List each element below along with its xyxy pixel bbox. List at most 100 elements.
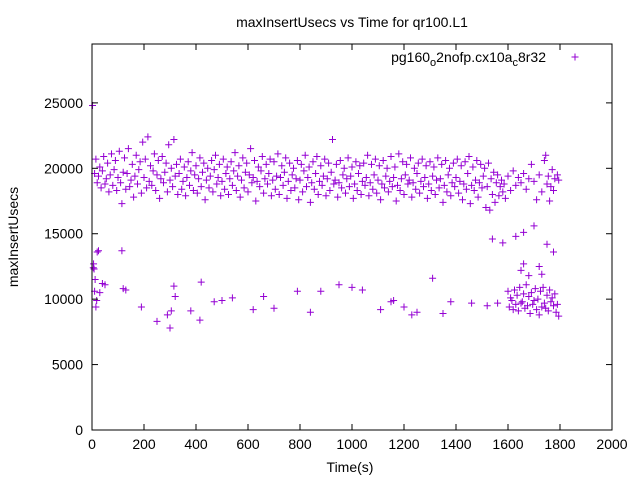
data-point [314, 190, 322, 198]
data-point [97, 184, 105, 192]
data-point [127, 176, 135, 184]
data-point [261, 175, 269, 183]
data-point [299, 188, 307, 196]
data-point [546, 197, 554, 205]
data-point [300, 167, 308, 175]
data-point [395, 150, 403, 158]
data-point [517, 299, 525, 307]
data-point [550, 302, 557, 310]
data-point [488, 235, 496, 243]
data-point [186, 181, 193, 189]
data-point [481, 164, 489, 172]
data-point [504, 172, 512, 180]
data-point [262, 160, 270, 168]
data-point [533, 196, 541, 204]
data-point [295, 196, 303, 204]
data-point [340, 164, 348, 172]
data-point [452, 173, 460, 181]
data-point [353, 187, 361, 195]
data-point [461, 158, 469, 166]
x-tick-label: 1400 [440, 436, 471, 452]
data-point [252, 197, 260, 205]
data-point [128, 160, 136, 168]
data-point [249, 173, 257, 181]
data-point [193, 189, 201, 197]
data-point [488, 190, 496, 198]
data-point [130, 193, 138, 201]
legend-label-part3: 8r32 [518, 49, 546, 65]
data-point [188, 149, 196, 157]
data-point [491, 198, 499, 206]
data-point [98, 167, 106, 175]
data-point [93, 248, 101, 256]
data-point [115, 147, 123, 155]
data-point [323, 175, 331, 183]
data-point [101, 281, 109, 289]
data-point [123, 170, 131, 178]
data-point [342, 189, 349, 197]
data-point [553, 171, 561, 179]
y-axis-title: maxInsertUsecs [5, 187, 21, 287]
data-point [544, 172, 552, 180]
data-point [487, 175, 495, 183]
data-point [119, 168, 127, 176]
data-point [348, 163, 356, 171]
data-point [455, 189, 463, 197]
data-point [245, 171, 253, 179]
data-point [313, 153, 321, 161]
data-point [114, 173, 122, 181]
data-point [139, 138, 147, 146]
data-point [153, 171, 161, 179]
data-point [518, 298, 526, 306]
data-point [108, 150, 115, 158]
data-point [542, 151, 550, 159]
data-point [140, 173, 148, 181]
data-point [407, 154, 414, 162]
data-point [121, 154, 128, 162]
data-point [440, 181, 448, 189]
data-point [156, 194, 164, 202]
data-point [118, 247, 126, 255]
y-tick-label: 0 [75, 422, 83, 438]
data-point [482, 204, 490, 212]
data-point [530, 296, 538, 304]
data-point [291, 184, 299, 192]
data-point [409, 179, 417, 187]
data-point [321, 155, 329, 163]
data-point [514, 307, 522, 315]
data-point [483, 302, 491, 310]
data-point [137, 189, 145, 197]
data-point [241, 168, 249, 176]
data-point [306, 198, 314, 206]
data-point [418, 155, 426, 163]
data-point [210, 166, 218, 174]
data-point [192, 162, 200, 170]
data-point [271, 185, 279, 193]
data-point [126, 183, 134, 191]
data-point [96, 163, 104, 171]
data-point [348, 283, 356, 291]
data-point [412, 185, 420, 193]
data-point [226, 175, 234, 183]
data-point [483, 183, 491, 191]
data-point [550, 248, 557, 256]
data-point [434, 154, 442, 162]
data-point [231, 149, 239, 157]
data-point [456, 177, 464, 185]
data-point [550, 187, 557, 195]
x-tick-label: 400 [184, 436, 208, 452]
data-point [548, 166, 556, 174]
data-point [283, 194, 291, 202]
data-point [273, 172, 281, 180]
data-point [275, 190, 283, 198]
data-point [165, 141, 173, 149]
data-point [527, 289, 535, 297]
data-point [318, 181, 326, 189]
data-point [352, 158, 360, 166]
data-point [339, 171, 347, 179]
legend-label-sub2: c [512, 57, 518, 69]
data-point [179, 177, 187, 185]
data-point [509, 306, 517, 314]
data-point [178, 185, 186, 193]
data-point [468, 299, 476, 307]
